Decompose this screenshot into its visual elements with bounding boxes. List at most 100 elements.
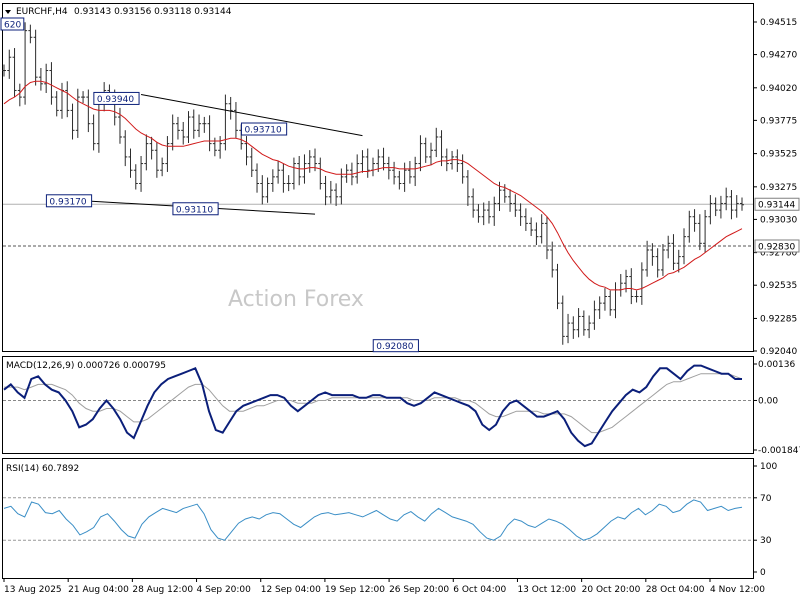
time-tick-label: 19 Sep 12:00 bbox=[325, 585, 385, 595]
time-tick-label: 12 Sep 04:00 bbox=[261, 585, 321, 595]
rsi-line bbox=[3, 499, 743, 541]
price-tick-label: 0.93525 bbox=[760, 150, 797, 160]
price-bar bbox=[539, 214, 544, 244]
price-bar bbox=[149, 136, 154, 160]
current-price-tag: 0.93144 bbox=[754, 197, 800, 211]
price-panel bbox=[2, 3, 754, 352]
price-bar bbox=[38, 67, 43, 91]
price-bar bbox=[444, 148, 449, 172]
price-bar bbox=[381, 147, 386, 171]
price-bar bbox=[54, 91, 59, 117]
price-bar bbox=[318, 157, 323, 190]
price-bar bbox=[128, 148, 133, 178]
price-bar bbox=[581, 310, 586, 336]
price-bar bbox=[160, 157, 165, 177]
level-price-tag: 0.92830 bbox=[754, 239, 800, 253]
price-bar bbox=[439, 130, 444, 167]
price-bar bbox=[323, 175, 328, 206]
rsi-tick-label: 100 bbox=[760, 462, 777, 472]
price-bar bbox=[455, 149, 460, 172]
price-bar bbox=[144, 134, 149, 171]
price-bar bbox=[376, 149, 381, 172]
price-tick-label: 0.92780 bbox=[760, 249, 797, 259]
annotation-label: 0.93710 bbox=[244, 126, 281, 136]
price-bar bbox=[666, 235, 671, 259]
price-bar bbox=[682, 228, 687, 265]
annotation-label: 0.93940 bbox=[97, 95, 134, 105]
price-annotation: 0.92080 bbox=[372, 339, 419, 353]
price-bar bbox=[655, 248, 660, 278]
price-tick-label: 0.94020 bbox=[760, 84, 797, 94]
annotation-box bbox=[172, 202, 219, 216]
annotation-label: 0.92080 bbox=[376, 342, 413, 352]
price-bar bbox=[218, 136, 223, 159]
price-bar bbox=[560, 295, 565, 345]
price-bar bbox=[249, 147, 254, 177]
price-bar bbox=[170, 114, 175, 151]
price-annotation: 0.93110 bbox=[172, 202, 219, 216]
price-bar bbox=[492, 196, 497, 226]
macd-line bbox=[3, 364, 742, 448]
price-bar bbox=[566, 313, 571, 344]
price-bar bbox=[96, 96, 101, 153]
price-bar bbox=[2, 64, 6, 77]
price-bar bbox=[718, 195, 723, 219]
price-bar bbox=[481, 202, 486, 226]
time-tick-label: 21 Aug 04:00 bbox=[68, 585, 129, 595]
price-bar bbox=[676, 249, 681, 273]
price-bar bbox=[613, 282, 618, 319]
price-bar bbox=[260, 175, 265, 205]
trendline[interactable] bbox=[140, 93, 363, 137]
price-bar bbox=[392, 161, 397, 185]
price-annotation: 0.93940 bbox=[93, 91, 140, 105]
price-bar bbox=[692, 209, 697, 232]
price-bar bbox=[244, 136, 249, 166]
price-bar bbox=[544, 216, 549, 260]
price-bar bbox=[165, 136, 170, 172]
price-bar bbox=[154, 141, 159, 178]
price-annotation: 0.93170 bbox=[45, 194, 93, 208]
chevron-down-icon[interactable] bbox=[5, 10, 11, 14]
price-bar bbox=[276, 161, 281, 184]
level-price-box bbox=[754, 239, 800, 253]
price-bar bbox=[297, 155, 302, 186]
price-bar bbox=[212, 137, 217, 157]
annotation-label: 620 bbox=[4, 20, 21, 30]
price-bar bbox=[17, 83, 22, 107]
price-bar bbox=[334, 183, 339, 206]
price-bar bbox=[86, 89, 91, 133]
price-bar bbox=[529, 217, 534, 237]
price-bar bbox=[197, 114, 202, 138]
price-bar bbox=[618, 274, 623, 297]
price-bar bbox=[508, 189, 513, 212]
price-bar bbox=[687, 210, 692, 243]
price-bar bbox=[518, 203, 523, 226]
price-bar bbox=[418, 135, 423, 172]
price-bar bbox=[476, 204, 481, 223]
annotation-box bbox=[0, 17, 25, 31]
watermark: Action Forex bbox=[228, 287, 364, 312]
price-tick-label: 0.94270 bbox=[760, 51, 797, 61]
price-bar bbox=[139, 155, 144, 192]
rsi-label: RSI(14) 60.7892 bbox=[6, 464, 79, 474]
price-bar bbox=[75, 88, 80, 138]
macd-panel bbox=[2, 356, 754, 454]
current-price-box bbox=[754, 197, 800, 211]
price-tick-label: 0.92535 bbox=[760, 281, 797, 291]
price-bar bbox=[33, 29, 38, 86]
price-bar bbox=[465, 170, 470, 206]
price-bar bbox=[650, 243, 655, 266]
price-bar bbox=[534, 222, 539, 246]
price-bar bbox=[592, 300, 597, 330]
price-tick-label: 0.93275 bbox=[760, 183, 797, 193]
price-bar bbox=[49, 62, 54, 105]
annotation-box bbox=[93, 91, 140, 105]
price-bar bbox=[291, 157, 296, 190]
time-tick-label: 28 Aug 12:00 bbox=[132, 585, 193, 595]
price-bar bbox=[703, 209, 708, 253]
price-tick-label: 0.93775 bbox=[760, 116, 797, 126]
price-bar bbox=[186, 111, 191, 143]
macd-tick-label: 0.00136 bbox=[758, 360, 795, 370]
price-bar bbox=[471, 188, 476, 218]
macd-tick-label: -0.001847 bbox=[758, 446, 800, 456]
